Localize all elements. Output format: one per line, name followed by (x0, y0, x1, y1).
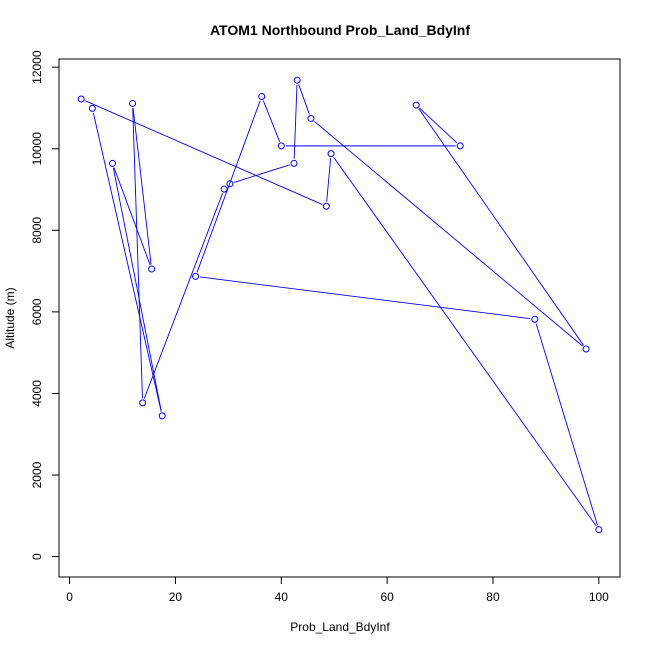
x-tick-label: 80 (486, 590, 500, 604)
series-0-segment (112, 167, 162, 412)
data-point (456, 142, 464, 150)
data-point (148, 265, 156, 273)
x-tick-label: 60 (380, 590, 394, 604)
series-0-segment (113, 167, 151, 265)
x-tick-label: 100 (589, 590, 609, 604)
data-point (220, 185, 228, 193)
y-axis-label: Altitude (m) (3, 287, 17, 348)
series-0-segment (418, 108, 584, 346)
y-axis: 0 2000 4000 6000 8000 10000 12000 (30, 50, 60, 560)
series-0-segment (293, 84, 298, 159)
y-tick-label: 8000 (30, 217, 44, 244)
series-0-segment (535, 323, 598, 526)
series-0-segment (262, 100, 281, 142)
series-0-segment (333, 157, 597, 527)
data-point (412, 101, 420, 109)
series-0-segment (92, 112, 162, 412)
data-point (77, 95, 85, 103)
data-point (290, 159, 298, 167)
x-tick-label: 20 (169, 590, 183, 604)
data-point (129, 99, 137, 107)
series-layer (77, 76, 603, 534)
data-point (595, 526, 603, 534)
y-tick-label: 12000 (30, 50, 44, 84)
data-point (139, 399, 147, 407)
data-point (192, 272, 200, 280)
series-0-segment (234, 164, 290, 183)
y-tick-label: 10000 (30, 132, 44, 166)
series-0-segment (298, 84, 310, 115)
data-point (327, 150, 335, 158)
data-point (258, 93, 266, 101)
series-0-segment (326, 158, 332, 202)
y-tick-label: 0 (30, 553, 44, 560)
series-0-segment (199, 276, 531, 320)
data-point (108, 159, 116, 167)
series-0-segment (132, 107, 152, 265)
data-point (158, 412, 166, 420)
data-point (226, 180, 234, 188)
data-point (88, 104, 96, 112)
series-0-segment (132, 107, 143, 399)
series-0-segment (314, 121, 583, 347)
data-point (293, 76, 301, 84)
y-tick-label: 2000 (30, 461, 44, 488)
data-point (322, 202, 330, 210)
y-tick-label: 6000 (30, 298, 44, 325)
data-point (307, 115, 315, 123)
chart-title: ATOM1 Northbound Prob_Land_BdyInf (210, 22, 470, 38)
x-axis: 0 20 40 60 80 100 (66, 576, 609, 604)
x-axis-label: Prob_Land_BdyInf (290, 620, 390, 634)
x-tick-label: 0 (66, 590, 73, 604)
data-point (277, 142, 285, 150)
series-0-segment (143, 193, 223, 399)
y-tick-label: 4000 (30, 380, 44, 407)
x-tick-label: 40 (275, 590, 289, 604)
data-point (582, 345, 590, 353)
series-0-segment (419, 107, 458, 144)
data-point (531, 315, 539, 323)
series-0-segment (85, 100, 323, 205)
